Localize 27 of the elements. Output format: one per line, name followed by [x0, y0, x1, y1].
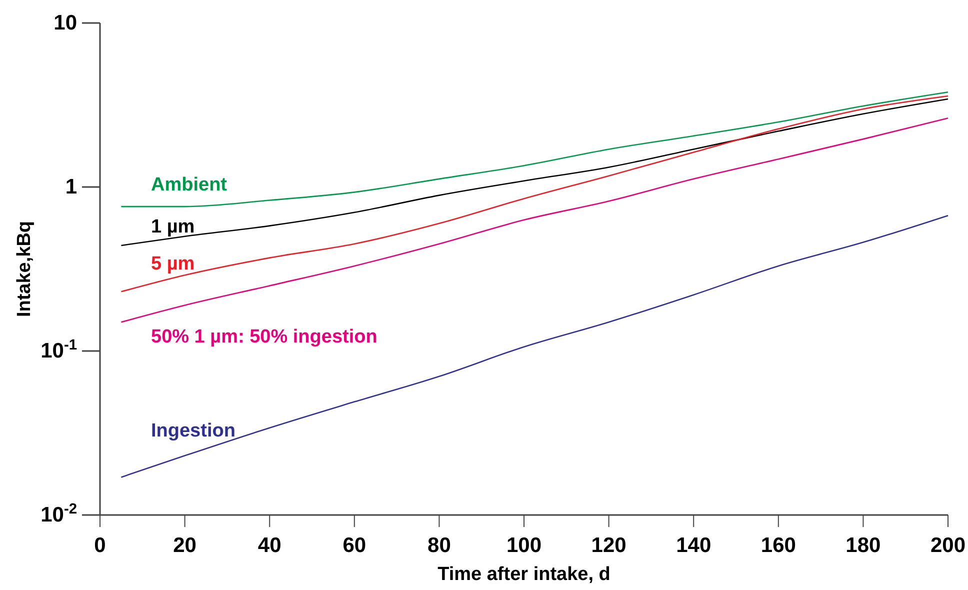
y-tick-label: 10$^{-1}$: [40, 338, 77, 363]
x-tick-label: 160: [760, 534, 796, 557]
x-tick-label: 200: [930, 534, 966, 557]
y-tick-label: 1: [65, 176, 78, 199]
x-tick-label: 40: [258, 534, 282, 557]
line-series: [120, 95, 949, 292]
x-tick-label: 140: [676, 534, 712, 557]
series-label: Ambient: [151, 174, 228, 196]
x-tick-label: 60: [342, 534, 366, 557]
y-tick-label: 10: [54, 12, 77, 35]
line-series: [120, 98, 949, 246]
x-tick-label: 100: [506, 534, 542, 557]
x-tick-label: 20: [173, 534, 196, 557]
y-axis-title: Intake,kBq: [14, 220, 35, 318]
series-label: 50% 1 µm: 50% ingestion: [151, 326, 378, 348]
series-label: 1 µm: [151, 216, 195, 238]
y-tick-label: 10$^{-2}$: [40, 502, 77, 527]
x-tick-label: 80: [428, 534, 451, 557]
x-axis-title: Time after intake, d: [438, 564, 610, 585]
line-series: [120, 91, 949, 208]
x-tick-label: 0: [94, 534, 106, 557]
series-label: 5 µm: [151, 254, 195, 275]
line-series: [120, 117, 949, 323]
series-label: Ingestion: [151, 420, 236, 442]
line-series: [120, 214, 949, 478]
x-tick-label: 120: [591, 534, 626, 557]
x-tick-label: 180: [846, 534, 881, 557]
